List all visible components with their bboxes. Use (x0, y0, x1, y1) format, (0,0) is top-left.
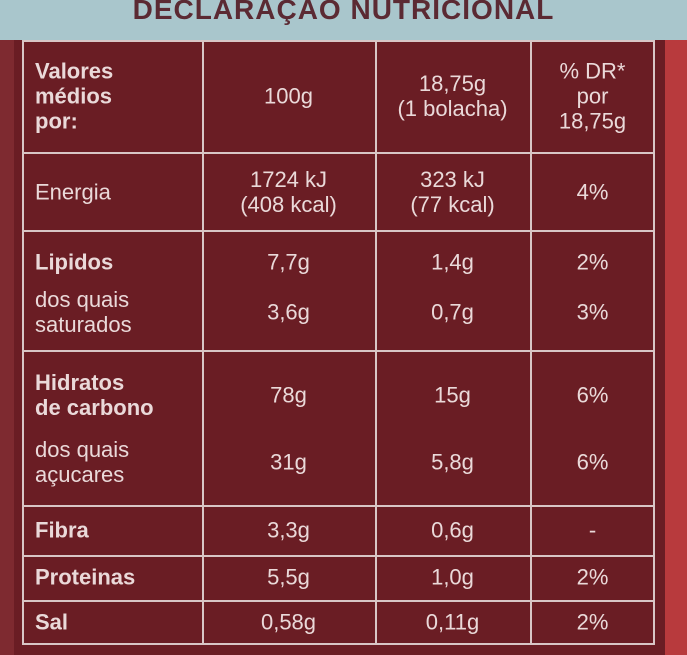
text-line: Energia (35, 179, 111, 205)
label-title: DECLARAÇAO NUTRICIONAL (132, 0, 555, 25)
text-line: Lipidos (35, 249, 114, 275)
text-line: 6% (576, 382, 609, 408)
text-line: 6% (576, 449, 609, 475)
text-line: (77 kcal) (410, 192, 495, 217)
cell-value: 15g (375, 383, 530, 408)
cell-value: 0,11g (375, 610, 530, 635)
cell-value: 18,75g (1 bolacha) (375, 71, 530, 121)
text-line: Sal (35, 609, 69, 635)
text-line: 2% (576, 564, 609, 590)
cell-value: 78g (202, 383, 375, 408)
row-divider (22, 350, 655, 352)
cell-value: 1,0g (375, 565, 530, 590)
text-line: 15g (434, 382, 471, 408)
cell-value: 6% (530, 450, 655, 475)
text-line: - (588, 517, 597, 543)
text-line: 31g (270, 449, 307, 475)
text-line: Fibra (35, 517, 89, 543)
column-divider (202, 40, 204, 645)
cell-value: 1,4g (375, 250, 530, 275)
cell-value: 0,7g (375, 300, 530, 325)
text-line: açucares (35, 462, 125, 487)
text-line: 78g (270, 382, 307, 408)
row-divider (22, 600, 655, 602)
text-line: saturados (35, 312, 132, 337)
row-label: Hidratos de carbono (35, 370, 154, 420)
text-line: 2% (576, 249, 609, 275)
text-line: 7,7g (267, 249, 310, 275)
text-line: 18,75g (418, 71, 487, 96)
row-label: Valores médios por: (35, 59, 113, 134)
row-label: Lipidos (35, 250, 113, 275)
cell-value: 3% (530, 300, 655, 325)
cell-value: 1724 kJ (408 kcal) (202, 167, 375, 217)
text-line: 1724 kJ (249, 167, 328, 192)
row-divider (22, 505, 655, 507)
text-line: por (576, 83, 609, 109)
row-divider (22, 555, 655, 557)
cell-value: 6% (530, 383, 655, 408)
cell-value: 5,8g (375, 450, 530, 475)
column-divider (375, 40, 377, 645)
text-line: dos quais (35, 437, 130, 462)
text-line: 0,11g (425, 609, 480, 635)
text-line: 1,4g (431, 249, 474, 275)
text-line: 0,6g (431, 517, 474, 543)
text-line: 0,7g (431, 299, 474, 325)
cell-value: 0,58g (202, 610, 375, 635)
text-line: 323 kJ (420, 167, 485, 192)
cell-value: 7,7g (202, 250, 375, 275)
cell-value: 0,6g (375, 518, 530, 543)
top-band (0, 0, 687, 40)
text-line: 0,58g (260, 609, 317, 635)
text-line: 2% (576, 609, 609, 635)
cell-value: 2% (530, 565, 655, 590)
cell-value: 5,5g (202, 565, 375, 590)
cell-value: 3,3g (202, 518, 375, 543)
row-label: Energia (35, 180, 111, 205)
text-line: 5,8g (431, 449, 474, 475)
nutrition-table (22, 40, 655, 645)
text-line: 100g (264, 83, 313, 109)
cell-value: 3,6g (202, 300, 375, 325)
column-divider (530, 40, 532, 645)
row-label: dos quais saturados (35, 287, 132, 337)
row-label: Proteinas (35, 565, 135, 590)
cell-value: 323 kJ (77 kcal) (375, 167, 530, 217)
cell-value: 2% (530, 610, 655, 635)
text-line: Hidratos (35, 370, 125, 395)
row-divider (22, 230, 655, 232)
cell-value: - (530, 518, 655, 543)
cell-value: 2% (530, 250, 655, 275)
side-edge (0, 40, 14, 655)
text-line: 1,0g (431, 564, 474, 590)
cell-value: 31g (202, 450, 375, 475)
text-line: 18,75g (558, 108, 627, 134)
cell-value: 4% (530, 180, 655, 205)
text-line: 5,5g (267, 564, 310, 590)
text-line: por: (35, 108, 78, 134)
text-line: médios (35, 83, 113, 109)
row-label: Sal (35, 610, 68, 635)
side-edge (665, 40, 687, 655)
text-line: (1 bolacha) (397, 96, 508, 121)
text-line: de carbono (35, 395, 154, 420)
text-line: (408 kcal) (240, 192, 337, 217)
cell-value: % DR* por 18,75g (530, 59, 655, 134)
text-line: Proteinas (35, 564, 136, 590)
row-label: Fibra (35, 518, 89, 543)
text-line: Valores (35, 58, 114, 84)
row-divider (22, 152, 655, 154)
row-label: dos quais açucares (35, 437, 129, 487)
text-line: 3,3g (267, 517, 310, 543)
text-line: 3,6g (267, 299, 310, 325)
text-line: 3% (576, 299, 609, 325)
text-line: 4% (576, 179, 609, 205)
text-line: % DR* (559, 58, 626, 84)
cell-value: 100g (202, 84, 375, 109)
text-line: dos quais (35, 287, 130, 312)
